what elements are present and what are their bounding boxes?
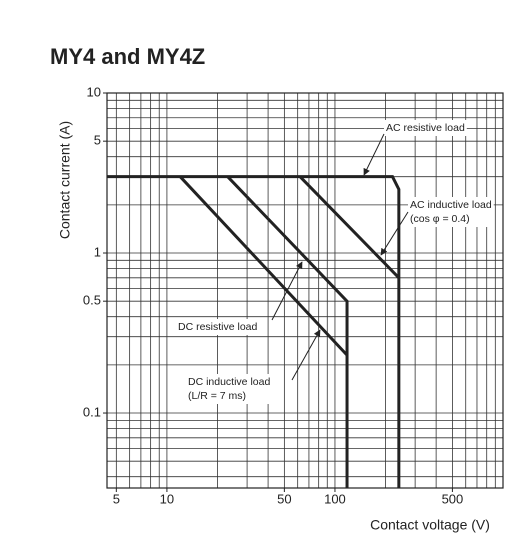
grid: 5 10 50 100 500 10 5 1 0.5 0.1	[83, 84, 504, 506]
x-axis-label: Contact voltage (V)	[370, 517, 490, 533]
annotation-text: AC resistive load	[386, 122, 465, 134]
annotation-box	[176, 319, 260, 335]
annotation-text: (cos φ = 0.4)	[410, 213, 470, 225]
series-line	[179, 175, 349, 357]
annotation-text: AC inductive load	[410, 199, 492, 211]
x-tick-label: 100	[324, 491, 346, 506]
series-line	[298, 175, 400, 279]
y-tick-label: 0.5	[83, 293, 101, 308]
annotation-box	[384, 120, 467, 136]
annotation-arrow	[380, 211, 409, 256]
annotation-text: DC inductive load	[188, 376, 270, 388]
y-tick-label: 10	[87, 84, 101, 99]
plot-frame	[106, 92, 504, 489]
y-tick-label: 0.1	[83, 404, 101, 419]
annotation-text: (L/R = 7 ms)	[188, 390, 246, 402]
x-tick-label: 500	[442, 491, 464, 506]
x-tick-label: 50	[277, 491, 291, 506]
annotation-text: DC resistive load	[178, 321, 258, 333]
annotation-box	[186, 374, 273, 404]
y-tick-label: 1	[94, 244, 101, 259]
x-tick-label: 10	[160, 491, 174, 506]
annotation-box	[408, 197, 494, 227]
series-line	[226, 175, 349, 488]
y-tick-label: 5	[94, 133, 101, 148]
plot	[107, 175, 401, 488]
chart-title: MY4 and MY4Z	[50, 44, 205, 69]
y-axis-label: Contact current (A)	[57, 121, 73, 239]
annotation-arrow	[363, 133, 385, 176]
x-tick-label: 5	[113, 491, 120, 506]
annotation-arrow	[291, 329, 321, 381]
annotations: AC resistive load AC inductive load (cos φ…	[176, 120, 494, 404]
annotation-arrow	[271, 261, 303, 321]
series-line	[107, 175, 401, 488]
